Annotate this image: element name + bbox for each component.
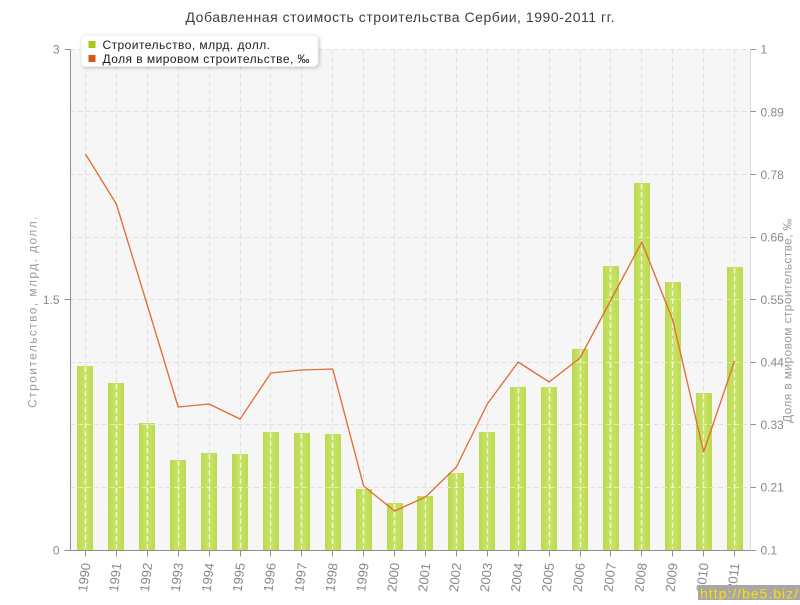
svg-text:2010: 2010	[693, 562, 711, 593]
svg-text:0.66: 0.66	[761, 230, 785, 244]
svg-text:2005: 2005	[539, 562, 557, 593]
svg-text:Строительство, млрд. долл.: Строительство, млрд. долл.	[26, 215, 40, 408]
svg-text:0.21: 0.21	[761, 481, 785, 495]
svg-text:1995: 1995	[230, 562, 248, 593]
svg-text:2008: 2008	[631, 562, 649, 593]
svg-text:0: 0	[53, 543, 60, 557]
svg-text:0.55: 0.55	[761, 293, 785, 307]
svg-text:1994: 1994	[199, 562, 217, 593]
svg-text:1.5: 1.5	[43, 293, 60, 307]
svg-text:Добавленная стоимость строител: Добавленная стоимость строительства Серб…	[186, 9, 615, 25]
svg-text:0.78: 0.78	[761, 168, 785, 182]
svg-text:2011: 2011	[724, 562, 742, 592]
svg-text:2003: 2003	[477, 562, 495, 593]
svg-text:1997: 1997	[291, 562, 309, 593]
svg-text:2006: 2006	[570, 562, 588, 593]
svg-text:1999: 1999	[353, 562, 371, 593]
svg-text:0.89: 0.89	[761, 105, 785, 119]
svg-text:1992: 1992	[137, 562, 155, 593]
svg-text:Строительство, млрд. долл.: Строительство, млрд. долл.	[103, 38, 271, 52]
svg-text:1996: 1996	[260, 562, 278, 593]
svg-text:2009: 2009	[662, 562, 680, 593]
svg-text:0.1: 0.1	[761, 543, 778, 557]
svg-text:1990: 1990	[75, 562, 93, 593]
svg-text:Доля в мировом строительстве,: Доля в мировом строительстве, ‰	[781, 218, 795, 423]
svg-text:2007: 2007	[600, 562, 618, 593]
svg-text:1991: 1991	[106, 562, 124, 593]
svg-text:0.33: 0.33	[761, 418, 785, 432]
svg-text:1993: 1993	[168, 562, 186, 593]
svg-text:2000: 2000	[384, 562, 402, 593]
svg-text:http://be5.biz/: http://be5.biz/	[700, 586, 799, 601]
svg-text:2002: 2002	[446, 562, 464, 593]
svg-text:2001: 2001	[415, 562, 433, 593]
svg-text:3: 3	[53, 43, 60, 57]
svg-text:0.44: 0.44	[761, 356, 785, 370]
svg-text:1998: 1998	[322, 562, 340, 593]
svg-text:Доля в мировом строительстве,: Доля в мировом строительстве, ‰	[103, 52, 310, 66]
svg-text:1: 1	[761, 43, 768, 57]
svg-text:2004: 2004	[508, 562, 526, 593]
